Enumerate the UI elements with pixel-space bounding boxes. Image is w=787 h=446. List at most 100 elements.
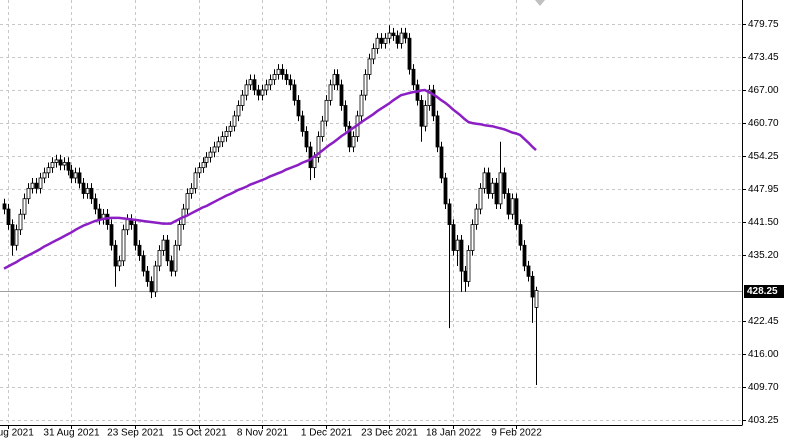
candle-body: [510, 198, 515, 215]
candle-body: [77, 172, 82, 184]
candle-body: [534, 290, 539, 308]
candle-body: [455, 239, 460, 251]
candle-body: [185, 193, 190, 210]
candle-body: [459, 239, 464, 272]
y-tick-label: 441.50: [748, 217, 779, 228]
candle-body: [359, 94, 364, 117]
candle-body: [145, 270, 150, 282]
candle-body: [18, 213, 23, 231]
candle-body: [141, 255, 146, 272]
plot-area: [0, 25, 742, 386]
candle-body: [518, 224, 523, 246]
candle-body: [157, 250, 162, 267]
candle-body: [403, 32, 408, 39]
candle-body: [149, 281, 154, 293]
candle-body: [256, 89, 261, 96]
y-tick-label: 467.00: [748, 85, 779, 96]
candle-body: [427, 89, 432, 106]
y-tick-label: 479.75: [748, 19, 779, 30]
candle-body: [38, 177, 43, 189]
candle-body: [312, 156, 317, 169]
candle-body: [447, 203, 452, 225]
shift-marker: [535, 0, 545, 6]
candle-body: [486, 172, 491, 194]
candle-body: [201, 162, 206, 169]
x-tick-label: 8 Nov 2021: [237, 428, 289, 439]
axis-labels: 479.75 473.45 467.00 460.70 454.25 447.95 441.…: [0, 19, 784, 439]
candle-body: [189, 187, 194, 194]
candle-body: [439, 146, 444, 179]
candle-body: [109, 224, 114, 246]
price-label-box: [744, 285, 784, 298]
candle-body: [423, 105, 428, 127]
candle-body: [22, 198, 27, 215]
y-tick-label: 454.25: [748, 151, 779, 162]
candle-body: [252, 79, 257, 91]
candle-body: [85, 187, 90, 194]
candle-body: [208, 151, 213, 158]
candle-body: [6, 208, 11, 225]
candle-body: [153, 265, 158, 293]
x-tick-label: 31 Aug 2021: [43, 428, 100, 439]
candle-body: [506, 193, 511, 215]
candle-body: [280, 68, 285, 75]
candle-body: [97, 208, 102, 220]
candle-body: [89, 187, 94, 200]
candle-body: [121, 229, 126, 262]
candle-body: [391, 32, 396, 37]
candle-body: [14, 229, 19, 246]
candle-body: [363, 74, 368, 96]
candle-body: [490, 182, 495, 194]
x-tick-label: 9 Aug 2021: [0, 428, 34, 439]
candle-body: [212, 146, 217, 153]
candle-body: [375, 37, 380, 50]
y-tick-label: 435.20: [748, 250, 779, 261]
candle-body: [371, 48, 376, 60]
candle-body: [530, 275, 535, 298]
candle-body: [470, 224, 475, 251]
candle-body: [399, 32, 404, 44]
candle-body: [73, 172, 78, 179]
candle-body: [328, 84, 333, 101]
candle-body: [173, 244, 178, 272]
candle-body: [93, 198, 98, 210]
candle-body: [478, 187, 483, 210]
candle-body: [514, 198, 519, 225]
candle-body: [220, 136, 225, 143]
x-tick-label: 18 Jan 2022: [426, 428, 481, 439]
candle-body: [435, 115, 440, 148]
candle-body: [46, 167, 51, 174]
candle-body: [236, 105, 241, 117]
candle-body: [482, 172, 487, 189]
candle-body: [296, 99, 301, 117]
y-tick-label: 460.70: [748, 118, 779, 129]
candle-body: [383, 37, 388, 44]
candle-body: [54, 159, 59, 163]
moving-average: [3, 88, 537, 270]
candle-body: [272, 74, 277, 81]
candle-body: [66, 162, 71, 171]
candle-body: [30, 182, 35, 189]
candle-body: [276, 68, 281, 75]
candle-body: [332, 74, 337, 86]
candle-body: [351, 136, 356, 148]
candle-body: [161, 239, 166, 251]
candle-body: [498, 172, 503, 205]
candle-body: [193, 172, 198, 189]
y-tick-label: 409.70: [748, 382, 779, 393]
candle-body: [224, 131, 229, 137]
candle-body: [474, 208, 479, 225]
candle-body: [58, 159, 63, 166]
candle-body: [26, 187, 31, 200]
candle-body: [347, 125, 352, 148]
candle-body: [81, 182, 86, 194]
candle-body: [407, 37, 412, 70]
candle-body: [339, 84, 344, 106]
candle-body: [244, 84, 249, 96]
candle-body: [284, 74, 289, 81]
candle-body: [228, 125, 233, 132]
candle-body: [419, 99, 424, 127]
candle-body: [300, 115, 305, 132]
x-tick-label: 9 Feb 2022: [491, 428, 542, 439]
candle-body: [268, 79, 273, 86]
